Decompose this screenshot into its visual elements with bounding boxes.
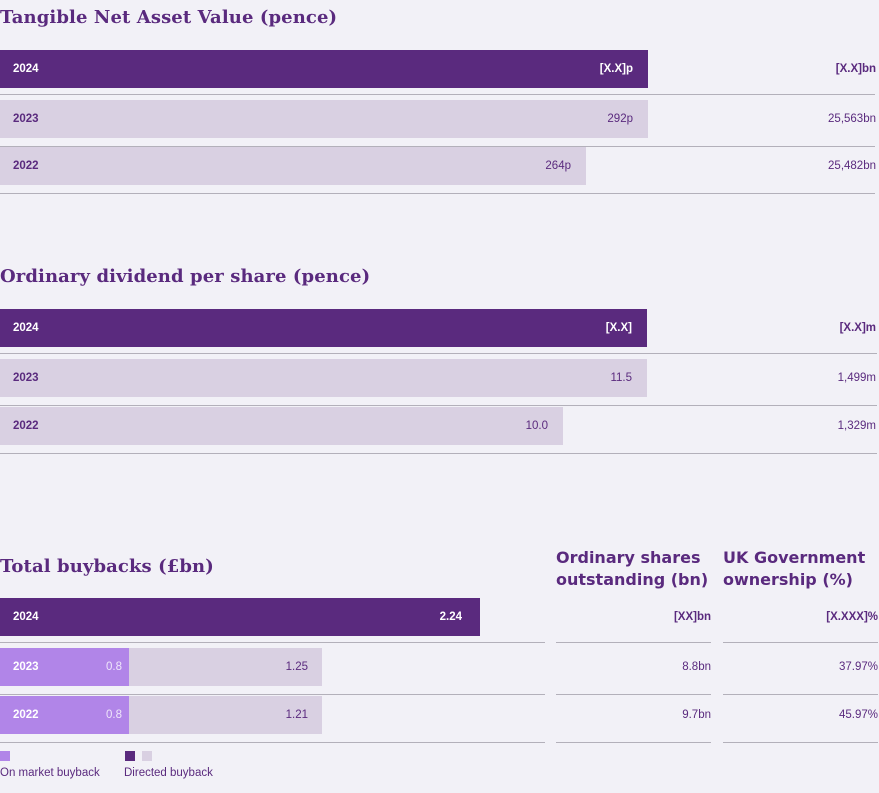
row-divider <box>723 642 878 643</box>
row-divider <box>556 742 711 743</box>
row-divider <box>0 405 877 406</box>
side-value: [X.X]m <box>839 322 876 334</box>
row-divider <box>723 742 878 743</box>
bar-directed-2023 <box>129 648 322 686</box>
year-label: 2023 <box>13 372 39 384</box>
on-market-value-label: 0.8 <box>106 709 122 721</box>
tnav-title: Tangible Net Asset Value (pence) <box>0 7 338 28</box>
row-divider <box>556 642 711 643</box>
bar-directed-2022 <box>129 696 322 734</box>
bar-row: 2023 292p 25,563bn <box>0 100 879 138</box>
gov-title-line1: UK Government <box>723 548 866 567</box>
legend-swatch-directed-light <box>142 751 152 761</box>
row-divider <box>0 694 545 695</box>
bar-on-market-2022 <box>0 696 129 734</box>
side-value: 25,482bn <box>828 160 876 172</box>
bar-2023 <box>0 100 648 138</box>
side-value: 25,563bn <box>828 113 876 125</box>
bar-row: 2022 10.0 1,329m <box>0 407 879 445</box>
bar-2024 <box>0 309 647 347</box>
year-label: 2022 <box>13 160 39 172</box>
row-divider <box>556 694 711 695</box>
row-divider <box>0 193 875 194</box>
table-value-2023: 37.97% <box>838 661 878 673</box>
bar-row: 2024 2.24 <box>0 598 545 636</box>
bar-on-market-2023 <box>0 648 129 686</box>
bar-2022 <box>0 147 586 185</box>
shares-title-line1: Ordinary shares <box>556 548 701 567</box>
bar-row: 2023 11.5 1,499m <box>0 359 879 397</box>
year-label: 2022 <box>13 709 39 721</box>
row-divider <box>0 353 877 354</box>
year-label: 2022 <box>13 420 39 432</box>
bar-value-label: 2.24 <box>439 611 462 623</box>
bar-row: 2022 0.8 1.21 <box>0 696 545 734</box>
on-market-value-label: 0.8 <box>106 661 122 673</box>
bar-value-label: 11.5 <box>610 372 632 384</box>
side-value: [X.X]bn <box>835 63 876 75</box>
bar-value-label: [X.X]p <box>599 63 633 75</box>
row-divider <box>0 742 545 743</box>
table-value-2024: [XX]bn <box>673 611 711 623</box>
row-divider <box>0 146 875 147</box>
table-value-2022: 45.97% <box>838 709 878 721</box>
shares-title-line2: outstanding (bn) <box>556 570 709 589</box>
bar-row: 2022 264p 25,482bn <box>0 147 879 185</box>
dividend-title: Ordinary dividend per share (pence) <box>0 266 371 287</box>
bar-2024 <box>0 50 648 88</box>
bar-2022 <box>0 407 563 445</box>
year-label: 2024 <box>13 611 39 623</box>
gov-title-line2: ownership (%) <box>723 570 853 589</box>
row-divider <box>0 453 877 454</box>
bar-directed-2024 <box>0 598 480 636</box>
gov-ownership-title: UK Government ownership (%) <box>723 547 865 591</box>
buybacks-title: Total buybacks (£bn) <box>0 556 214 577</box>
shares-outstanding-title: Ordinary shares outstanding (bn) <box>556 547 708 591</box>
year-label: 2023 <box>13 661 39 673</box>
table-value-2024: [X.XXX]% <box>826 611 878 623</box>
directed-value-label: 1.21 <box>285 709 308 721</box>
legend-swatch-on-market <box>0 751 10 761</box>
legend-label-directed: Directed buyback <box>124 767 213 779</box>
bar-value-label: [X.X] <box>605 322 632 334</box>
year-label: 2023 <box>13 113 39 125</box>
bar-value-label: 264p <box>545 160 571 172</box>
side-value: 1,329m <box>837 420 876 432</box>
year-label: 2024 <box>13 63 39 75</box>
side-value: 1,499m <box>837 372 876 384</box>
year-label: 2024 <box>13 322 39 334</box>
table-value-2023: 8.8bn <box>682 661 711 673</box>
bar-value-label: 10.0 <box>525 420 548 432</box>
legend-label-on-market: On market buyback <box>0 767 100 779</box>
row-divider <box>0 642 545 643</box>
bar-value-label: 292p <box>607 113 633 125</box>
directed-value-label: 1.25 <box>285 661 308 673</box>
legend-swatch-directed-dark <box>125 751 135 761</box>
bar-row: 2023 0.8 1.25 <box>0 648 545 686</box>
bar-row: 2024 [X.X]p [X.X]bn <box>0 50 879 88</box>
bar-2023 <box>0 359 647 397</box>
row-divider <box>0 94 875 95</box>
bar-row: 2024 [X.X] [X.X]m <box>0 309 879 347</box>
table-value-2022: 9.7bn <box>682 709 711 721</box>
row-divider <box>723 694 878 695</box>
